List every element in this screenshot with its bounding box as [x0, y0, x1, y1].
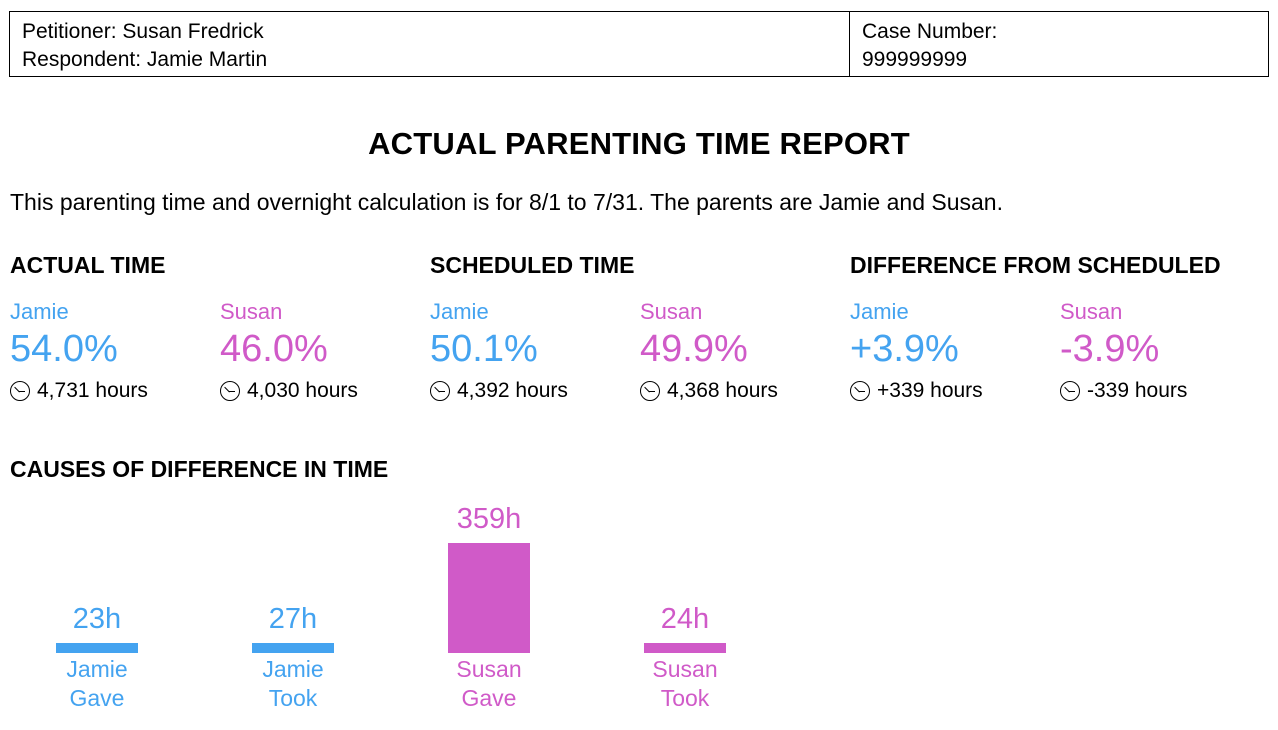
percentage: +3.9%: [850, 328, 959, 370]
susan-difference: Susan -3.9% -339 hours: [1060, 299, 1187, 403]
section-title: SCHEDULED TIME: [430, 252, 635, 278]
section-title: DIFFERENCE FROM SCHEDULED: [850, 252, 1221, 278]
hours-row: 4,392 hours: [430, 379, 568, 403]
petitioner-line: Petitioner: Susan Fredrick: [22, 20, 264, 43]
bar: [644, 643, 726, 653]
clock-icon: [1060, 381, 1080, 401]
bar-category-label: Susan Gave: [418, 655, 560, 713]
hours-value: 4,030 hours: [247, 379, 358, 402]
susan-actual: Susan 46.0% 4,030 hours: [220, 299, 358, 403]
clock-icon: [640, 381, 660, 401]
jamie-difference: Jamie +3.9% +339 hours: [850, 299, 983, 403]
hours-value: 4,731 hours: [37, 379, 148, 402]
bar-group: 359h Susan Gave: [448, 495, 530, 730]
hours-value: 4,368 hours: [667, 379, 778, 402]
percentage: 54.0%: [10, 328, 118, 370]
bar-group: 24h Susan Took: [644, 495, 726, 730]
actual-time-section: ACTUAL TIME Jamie 54.0% 4,731 hours Susa…: [10, 252, 430, 402]
bar-category-line: Took: [268, 685, 318, 711]
parent-name: Susan: [1060, 299, 1123, 324]
jamie-scheduled: Jamie 50.1% 4,392 hours: [430, 299, 568, 403]
bar-category-line: Took: [660, 685, 710, 711]
case-number-value: 999999999: [862, 48, 968, 71]
bar-value-label: 27h: [268, 603, 318, 635]
bar: [448, 543, 530, 653]
jamie-actual: Jamie 54.0% 4,731 hours: [10, 299, 148, 403]
hours-value: 4,392 hours: [457, 379, 568, 402]
bar-category-line: Jamie: [66, 656, 128, 682]
bar-value-label: 24h: [660, 603, 710, 635]
section-title: ACTUAL TIME: [10, 252, 166, 278]
bar-category-line: Jamie: [262, 656, 324, 682]
bar-category-line: Gave: [69, 685, 125, 711]
scheduled-time-section: SCHEDULED TIME Jamie 50.1% 4,392 hours S…: [430, 252, 850, 402]
hours-value: -339 hours: [1087, 379, 1188, 402]
hours-row: +339 hours: [850, 379, 983, 403]
parent-name: Susan: [640, 299, 703, 324]
case-info-box: Petitioner: Susan Fredrick Respondent: J…: [9, 11, 1269, 77]
causes-bar-chart: 23h Jamie Gave 27h Jamie Took 359h Susan Gave 24h…: [0, 495, 800, 730]
bar-group: 23h Jamie Gave: [56, 495, 138, 730]
bar-category-label: Susan Took: [614, 655, 756, 713]
bar-value-label: 359h: [456, 503, 522, 535]
bar: [252, 643, 334, 653]
bar-category-label: Jamie Gave: [26, 655, 168, 713]
hours-row: -339 hours: [1060, 379, 1187, 403]
case-number-cell: Case Number: 999999999: [850, 12, 1268, 76]
hours-value: +339 hours: [877, 379, 983, 402]
parties-cell: Petitioner: Susan Fredrick Respondent: J…: [10, 12, 850, 76]
difference-section: DIFFERENCE FROM SCHEDULED Jamie +3.9% +3…: [850, 252, 1270, 402]
clock-icon: [10, 381, 30, 401]
clock-icon: [220, 381, 240, 401]
bar: [56, 643, 138, 653]
case-number-label: Case Number:: [862, 20, 998, 43]
hours-row: 4,731 hours: [10, 379, 148, 403]
clock-icon: [850, 381, 870, 401]
percentage: 46.0%: [220, 328, 328, 370]
report-title: ACTUAL PARENTING TIME REPORT: [368, 126, 910, 161]
bar-category-line: Gave: [461, 685, 517, 711]
causes-title: CAUSES OF DIFFERENCE IN TIME: [10, 456, 389, 482]
bar-group: 27h Jamie Took: [252, 495, 334, 730]
parent-name: Jamie: [10, 299, 69, 324]
parent-name: Jamie: [430, 299, 489, 324]
parent-name: Jamie: [850, 299, 909, 324]
clock-icon: [430, 381, 450, 401]
percentage: 50.1%: [430, 328, 538, 370]
parent-name: Susan: [220, 299, 283, 324]
hours-row: 4,368 hours: [640, 379, 778, 403]
respondent-line: Respondent: Jamie Martin: [22, 48, 268, 71]
hours-row: 4,030 hours: [220, 379, 358, 403]
bar-category-line: Susan: [456, 656, 522, 682]
percentage: 49.9%: [640, 328, 748, 370]
susan-scheduled: Susan 49.9% 4,368 hours: [640, 299, 778, 403]
intro-text: This parenting time and overnight calcul…: [10, 189, 1003, 215]
bar-category-line: Susan: [652, 656, 718, 682]
bar-category-label: Jamie Took: [222, 655, 364, 713]
bar-value-label: 23h: [72, 603, 122, 635]
percentage: -3.9%: [1060, 328, 1160, 370]
